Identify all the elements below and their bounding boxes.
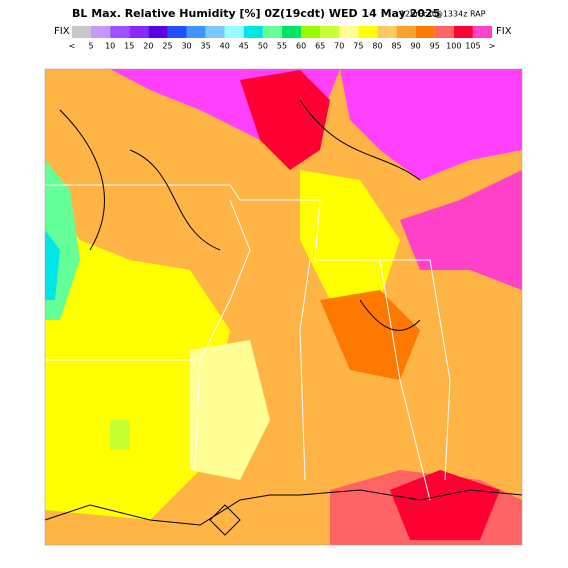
color-swatch [396,26,416,38]
colorbar-label: 25 [162,42,172,51]
colorbar-label: 45 [239,42,249,51]
run-info: 12hrFcst@1334z RAP [400,10,486,19]
colorbar-label: 90 [411,42,421,51]
colorbar-label: 10 [105,42,115,51]
color-swatch [167,26,187,38]
colorbar-label: 85 [391,42,401,51]
colorbar: <5 10 15 20 25 30 35 40 45 50 55 60 65 70 75 80 85 90 95 10… [69,26,496,51]
color-swatch [358,26,378,38]
color-swatch [301,26,321,38]
colorbar-label: 30 [181,42,191,51]
color-swatch [148,26,168,38]
colorbar-label: 20 [143,42,153,51]
colorbar-label: 15 [124,42,134,51]
colorbar-label: 100 [446,42,461,51]
color-swatch [377,26,397,38]
color-swatch [205,26,225,38]
color-swatch [110,26,130,38]
colorbar-label: < [69,42,76,51]
colorbar-label: 105 [465,42,480,51]
color-swatch [282,26,302,38]
color-swatch [453,26,473,38]
color-swatch [243,26,263,38]
colorbar-label: 5 [89,42,94,51]
colorbar-label: 50 [258,42,268,51]
color-swatch [472,26,492,38]
color-swatch [186,26,206,38]
color-swatch [129,26,149,38]
color-swatch [434,26,454,38]
colorbar-label: > [489,42,496,51]
color-swatch [72,26,92,38]
colorbar-label: 80 [372,42,382,51]
color-swatch [224,26,244,38]
map [44,68,523,546]
fix-right: FIX [496,26,512,37]
title: BL Max. Relative Humidity [%] 0Z(19cdt) … [72,7,440,20]
colorbar-label: 75 [353,42,363,51]
colorbar-label: 60 [296,42,306,51]
color-swatch [91,26,111,38]
colorbar-label: 65 [315,42,325,51]
colorbar-label: 35 [201,42,211,51]
colorbar-label: 55 [277,42,287,51]
colorbar-label: 95 [430,42,440,51]
color-swatch [320,26,340,38]
colorbar-label: 40 [220,42,230,51]
colorbar-label: 70 [334,42,344,51]
color-swatch [339,26,359,38]
color-swatch [415,26,435,38]
color-swatch [262,26,282,38]
fix-left: FIX [54,26,70,37]
